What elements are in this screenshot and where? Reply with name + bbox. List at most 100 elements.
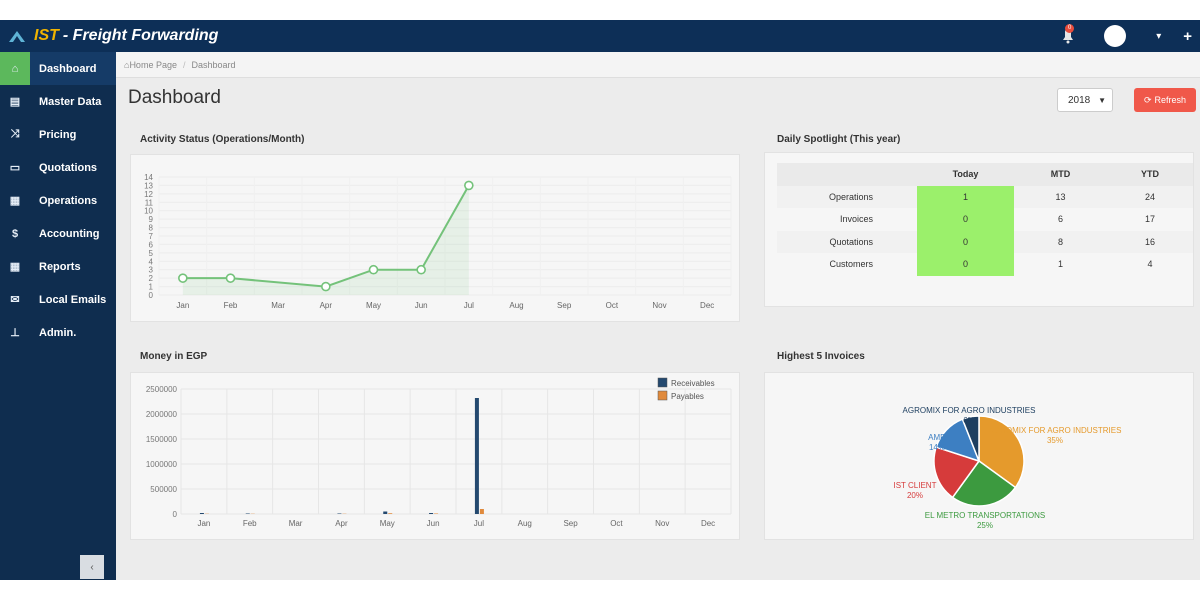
x-tick-label: Oct: [610, 519, 623, 528]
sidebar-item-label: Reports: [39, 260, 81, 273]
sitemap-icon: ⊥: [10, 327, 20, 339]
legend-label: Receivables: [671, 379, 715, 388]
sidebar-item-label: Local Emails: [39, 293, 107, 306]
row-label: Invoices: [839, 214, 873, 225]
sidebar-item-label: Dashboard: [39, 62, 97, 75]
table-row: Operations 1 13 24: [777, 185, 1193, 208]
slice-percent: 25%: [977, 521, 993, 530]
row-label: Operations: [777, 185, 917, 208]
data-point: [321, 281, 331, 292]
mtd-cell: 13: [1014, 185, 1108, 208]
breadcrumb: ⌂ Home Page / Dashboard: [116, 52, 1200, 78]
today-cell: 0: [917, 208, 1014, 231]
sidebar-item-label: Quotations: [39, 161, 98, 174]
x-tick-label: Aug: [509, 301, 523, 310]
spotlight-table: Today MTD YTD Operations 1 13 24 Invoice…: [777, 163, 1193, 276]
x-tick-label: Mar: [289, 519, 303, 528]
y-tick-label: 2000000: [146, 410, 178, 419]
sidebar-item-label: Pricing: [39, 128, 77, 141]
breadcrumb-home[interactable]: Home Page: [129, 59, 177, 70]
data-point: [416, 264, 426, 275]
x-tick-label: Feb: [224, 301, 238, 310]
sidebar-item-master-data[interactable]: ▤ Master Data: [0, 85, 116, 118]
shuffle-icon: ⤨: [10, 128, 20, 140]
sidebar-item-reports[interactable]: ▦ Reports: [0, 250, 116, 283]
spotlight-panel: Today MTD YTD Operations 1 13 24 Invoice…: [764, 152, 1194, 307]
series-area: [182, 185, 469, 295]
y-tick-label: 12: [144, 190, 153, 199]
x-tick-label: Nov: [655, 519, 669, 528]
year-select[interactable]: 2018 ▼: [1057, 88, 1113, 112]
table-header-empty: [777, 163, 917, 186]
sidebar-item-dashboard[interactable]: ⌂ Dashboard: [0, 52, 116, 85]
ytd-cell: 16: [1107, 230, 1193, 253]
slice-label: EL METRO TRANSPORTATIONS: [925, 511, 1045, 520]
bar: [479, 509, 484, 514]
logo-icon: [9, 31, 25, 42]
x-tick-label: Aug: [518, 519, 532, 528]
series-line: [182, 184, 470, 288]
sidebar-item-quotations[interactable]: ▭ Quotations: [0, 151, 116, 184]
x-tick-label: Dec: [700, 301, 714, 310]
ytd-cell: 24: [1107, 185, 1193, 208]
x-tick-label: May: [380, 519, 395, 528]
notifications-button[interactable]: 0: [1058, 24, 1078, 46]
x-tick-label: Jul: [474, 519, 484, 528]
x-tick-label: Dec: [701, 519, 715, 528]
user-avatar[interactable]: [1104, 25, 1127, 47]
user-menu-caret[interactable]: ▾: [1156, 30, 1162, 42]
column-header-ytd: YTD: [1107, 163, 1193, 186]
brand[interactable]: IST - Freight Forwarding: [8, 24, 218, 48]
page-title: Dashboard: [128, 87, 221, 108]
mtd-cell: 8: [1014, 230, 1108, 253]
monitor-icon: ▭: [9, 162, 21, 174]
x-tick-label: Oct: [606, 301, 619, 310]
data-point: [464, 180, 474, 191]
row-label: Customers: [829, 259, 873, 270]
sidebar-item-accounting[interactable]: $ Accounting: [0, 217, 116, 250]
sidebar-item-local-emails[interactable]: ✉ Local Emails: [0, 283, 116, 316]
x-tick-label: Jan: [197, 519, 210, 528]
bar: [434, 513, 439, 514]
x-tick-label: Jan: [176, 301, 189, 310]
pie-slice: [961, 415, 980, 462]
refresh-button[interactable]: ⟳ Refresh: [1134, 88, 1196, 112]
legend-swatch: [657, 390, 668, 401]
ytd-cell: 17: [1145, 214, 1156, 225]
add-button[interactable]: +: [1183, 27, 1192, 45]
pie-slice: [978, 415, 1025, 489]
sidebar-item-pricing[interactable]: ⤨ Pricing: [0, 118, 116, 151]
y-tick-label: 14: [144, 173, 153, 182]
mtd-cell: 1: [1058, 259, 1064, 270]
y-tick-label: 9: [149, 215, 154, 224]
invoices-title: Highest 5 Invoices: [777, 351, 865, 362]
sidebar-item-admin[interactable]: ⊥ Admin.: [0, 316, 116, 349]
dollar-icon: $: [11, 227, 19, 240]
breadcrumb-current: Dashboard: [191, 59, 236, 70]
y-tick-label: 1: [149, 283, 154, 292]
home-icon: ⌂: [0, 52, 30, 85]
bar: [383, 511, 388, 514]
home-icon: ⌂: [124, 59, 130, 70]
y-tick-label: 6: [149, 240, 154, 249]
sidebar-item-label: Admin.: [39, 326, 77, 339]
money-bar-chart: 0 500000 1000000 1500000 2000000 2500000 Jan Fe…: [146, 377, 732, 528]
data-point: [225, 273, 236, 283]
x-tick-label: Apr: [335, 519, 348, 528]
activity-title: Activity Status (Operations/Month): [140, 134, 305, 145]
sidebar-collapse-button[interactable]: ‹: [80, 555, 104, 579]
pie-slice: [933, 446, 981, 499]
y-tick-label: 1500000: [146, 435, 178, 444]
slice-percent: 6%: [963, 416, 975, 425]
sidebar-item-operations[interactable]: ▦ Operations: [0, 184, 116, 217]
bar: [245, 513, 250, 514]
column-header-mtd: MTD: [1014, 163, 1108, 186]
x-tick-label: Sep: [563, 519, 578, 528]
notification-badge: 0: [1065, 24, 1075, 33]
data-point: [178, 273, 188, 283]
refresh-icon: ⟳: [1143, 94, 1152, 105]
sidebar-item-label: Operations: [39, 194, 98, 207]
slice-label: AGROMIX FOR AGRO INDUSTRIES: [903, 406, 1036, 415]
